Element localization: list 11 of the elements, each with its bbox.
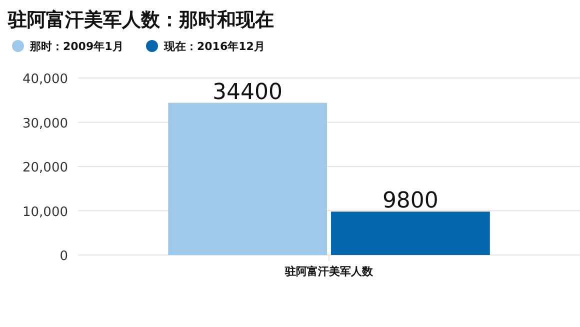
- y-tick-label: 10,000: [22, 204, 68, 220]
- y-tick-label: 0: [60, 249, 68, 264]
- legend-label: 现在：2016年12月: [163, 40, 265, 53]
- y-tick-label: 40,000: [22, 72, 68, 87]
- chart-title: 驻阿富汗美军人数：那时和现在: [7, 9, 274, 31]
- y-tick-label: 30,000: [22, 116, 68, 132]
- data-label: 34400: [212, 80, 283, 105]
- x-tick-label: 驻阿富汗美军人数: [284, 265, 374, 278]
- data-label: 9800: [382, 188, 438, 214]
- legend-label: 那时：2009年1月: [29, 40, 124, 53]
- y-tick-label: 20,000: [22, 160, 68, 176]
